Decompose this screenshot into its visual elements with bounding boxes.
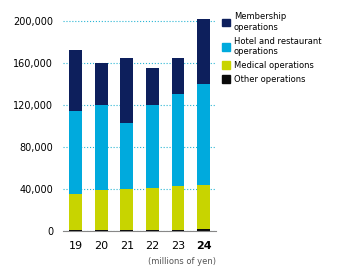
Bar xyxy=(120,189,133,230)
Bar xyxy=(172,186,184,230)
Bar xyxy=(197,229,210,231)
Bar xyxy=(95,230,107,231)
Bar xyxy=(120,123,133,189)
Bar xyxy=(69,194,82,230)
Bar xyxy=(172,58,184,94)
Bar xyxy=(146,68,159,105)
Bar xyxy=(197,19,210,84)
Bar xyxy=(197,84,210,185)
Legend: Membership
operations, Hotel and restaurant
operations, Medical operations, Othe: Membership operations, Hotel and restaur… xyxy=(222,12,321,84)
Bar xyxy=(69,111,82,194)
Bar xyxy=(172,94,184,186)
Bar xyxy=(95,105,107,190)
Bar xyxy=(197,185,210,229)
Bar xyxy=(146,188,159,230)
Bar xyxy=(69,50,82,111)
Bar xyxy=(172,230,184,231)
Text: (millions of yen): (millions of yen) xyxy=(148,257,216,266)
Bar xyxy=(120,58,133,123)
Bar xyxy=(146,230,159,231)
Bar xyxy=(95,63,107,105)
Bar xyxy=(120,230,133,231)
Bar xyxy=(69,230,82,231)
Bar xyxy=(95,190,107,230)
Bar xyxy=(146,105,159,188)
